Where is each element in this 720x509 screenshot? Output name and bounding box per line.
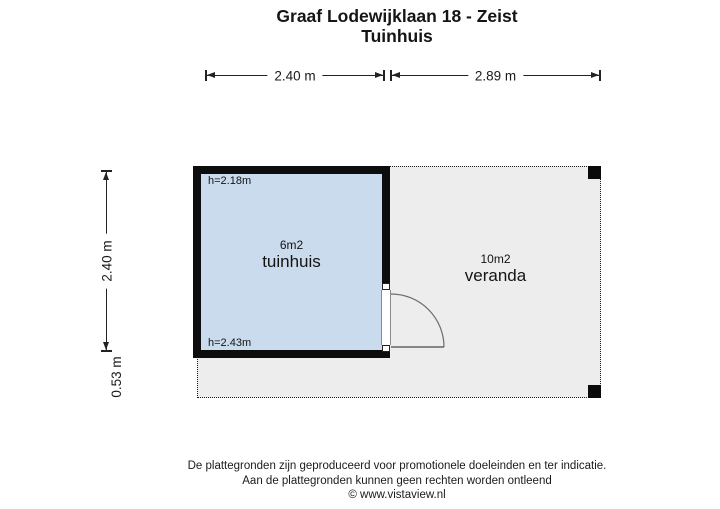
tuinhuis-name-label: tuinhuis xyxy=(262,252,321,271)
page-title: Graaf Lodewijklaan 18 - Zeist Tuinhuis xyxy=(74,6,720,46)
door-jamb-top xyxy=(382,283,390,290)
dimension-end-tick xyxy=(101,170,112,172)
dimension-label: 2.40 m xyxy=(99,233,115,289)
door-opening xyxy=(381,290,391,345)
door-jamb-bottom xyxy=(382,345,390,352)
arrow-up-icon xyxy=(103,172,109,180)
tuinhuis-ceiling-height-bottom: h=2.43m xyxy=(208,337,252,349)
page-title-address: Graaf Lodewijklaan 18 - Zeist xyxy=(276,6,518,26)
arrow-right-icon xyxy=(375,72,383,78)
dimension-end-tick xyxy=(390,70,392,81)
arrow-left-icon xyxy=(392,72,400,78)
dimension-label: 2.89 m xyxy=(467,68,524,84)
tuinhuis-label-group: 6m2 tuinhuis xyxy=(193,238,390,272)
page-title-subtitle: Tuinhuis xyxy=(361,26,433,46)
tuinhuis-area-label: 6m2 xyxy=(279,238,304,252)
veranda-post-top-right xyxy=(588,166,601,179)
tuinhuis-room xyxy=(193,166,390,358)
dimension-end-tick xyxy=(101,350,112,352)
dimension-top-tuinhuis-width: 2.40 m xyxy=(205,68,385,84)
dimension-end-tick xyxy=(205,70,207,81)
disclaimer-line-2: Aan de plattegronden kunnen geen rechten… xyxy=(242,474,552,487)
dimension-label-strip-height: 0.53 m xyxy=(109,356,124,398)
dimension-end-tick xyxy=(599,70,601,81)
disclaimer-line-1: De plattegronden zijn geproduceerd voor … xyxy=(187,460,607,472)
veranda-post-bottom-right xyxy=(588,385,601,398)
veranda-name-label: veranda xyxy=(464,266,527,285)
dimension-end-tick xyxy=(383,70,385,81)
arrow-right-icon xyxy=(591,72,599,78)
veranda-label-group: 10m2 veranda xyxy=(390,252,601,286)
arrow-left-icon xyxy=(207,72,215,78)
credit-line: © www.vistaview.nl xyxy=(348,489,446,501)
veranda-area-label: 10m2 xyxy=(480,252,511,266)
door-swing-icon xyxy=(390,293,445,348)
arrow-down-icon xyxy=(103,342,109,350)
footer-disclaimer: De plattegronden zijn geproduceerd voor … xyxy=(74,459,720,503)
dimension-label: 2.40 m xyxy=(267,68,323,84)
dimension-top-veranda-width: 2.89 m xyxy=(390,68,601,84)
tuinhuis-ceiling-height-top: h=2.18m xyxy=(208,175,252,187)
dimension-left-tuinhuis-height: 2.40 m xyxy=(99,170,115,352)
